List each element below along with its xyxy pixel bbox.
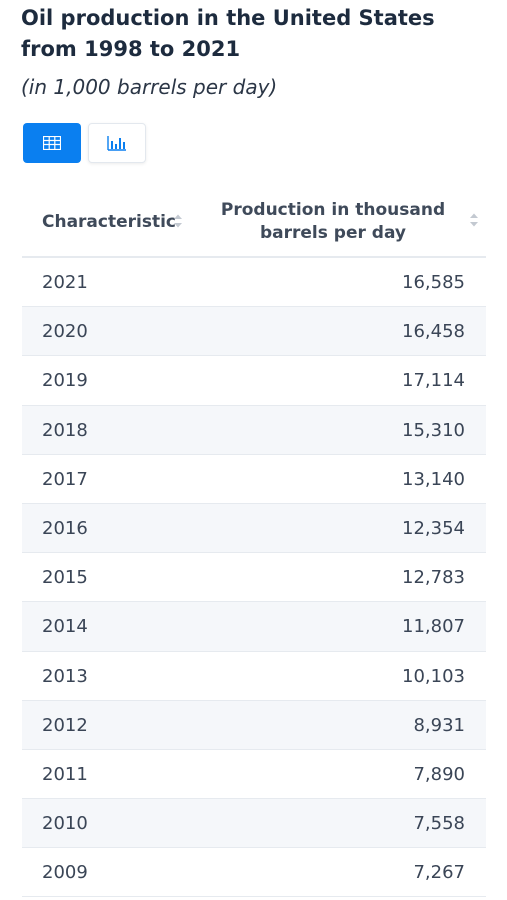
production-cell: 7,890	[413, 763, 465, 785]
production-cell: 15,310	[402, 419, 465, 441]
production-cell: 12,354	[402, 517, 465, 539]
production-cell: 16,458	[402, 321, 465, 343]
data-table: Characteristic Production in thousand ba…	[22, 186, 486, 898]
production-cell: 10,103	[402, 665, 465, 687]
table-row: 2014 11,807	[22, 602, 486, 652]
year-cell: 2010	[42, 813, 88, 835]
year-cell: 2018	[42, 419, 88, 441]
table-row: 2018 15,310	[22, 405, 486, 455]
year-cell: 2013	[42, 665, 88, 687]
table-row: 2016 12,354	[22, 503, 486, 554]
year-cell: 2020	[42, 321, 88, 343]
production-cell: 13,140	[402, 468, 465, 490]
sort-icon[interactable]	[173, 213, 183, 229]
table-row: 2011 7,890	[22, 750, 486, 800]
year-cell: 2016	[42, 517, 88, 539]
table-view-button[interactable]	[23, 123, 81, 163]
year-cell: 2017	[42, 468, 88, 490]
table-row: 2010 7,558	[22, 799, 486, 849]
column-header-characteristic[interactable]: Characteristic	[42, 212, 176, 232]
year-cell: 2019	[42, 370, 88, 392]
column-header-production[interactable]: Production in thousand barrels per day	[220, 200, 446, 243]
production-cell: 11,807	[402, 616, 465, 638]
table-row: 2012 8,931	[22, 700, 486, 750]
production-cell: 12,783	[402, 567, 465, 589]
year-cell: 2015	[42, 567, 88, 589]
table-header: Characteristic Production in thousand ba…	[22, 186, 486, 258]
table-row: 2019 17,114	[22, 356, 486, 406]
page-subtitle: (in 1,000 barrels per day)	[21, 75, 278, 99]
year-cell: 2012	[42, 714, 88, 736]
page-title: Oil production in the United States from…	[21, 6, 435, 61]
production-cell: 16,585	[402, 272, 465, 293]
production-cell: 8,931	[413, 714, 465, 736]
table-row: 2021 16,585	[22, 258, 486, 308]
year-cell: 2014	[42, 616, 88, 638]
table-row: 2020 16,458	[22, 307, 486, 357]
production-cell: 7,267	[413, 862, 465, 884]
production-cell: 17,114	[402, 370, 465, 392]
table-body: 2021 16,585 2020 16,458 2019 17,114 2018 15,310…	[22, 258, 486, 898]
year-cell: 2021	[42, 272, 88, 293]
year-cell: 2009	[42, 862, 88, 884]
table-row: 2015 12,783	[22, 553, 486, 603]
table-row: 2013 10,103	[22, 652, 486, 701]
bar-chart-icon	[107, 136, 126, 151]
year-cell: 2011	[42, 763, 88, 785]
table-row: 2009 7,267	[22, 848, 486, 898]
table-icon	[43, 136, 61, 150]
production-cell: 7,558	[413, 813, 465, 835]
chart-view-button[interactable]	[88, 123, 146, 163]
table-row: 2017 13,140	[22, 455, 486, 504]
sort-icon[interactable]	[469, 212, 479, 228]
